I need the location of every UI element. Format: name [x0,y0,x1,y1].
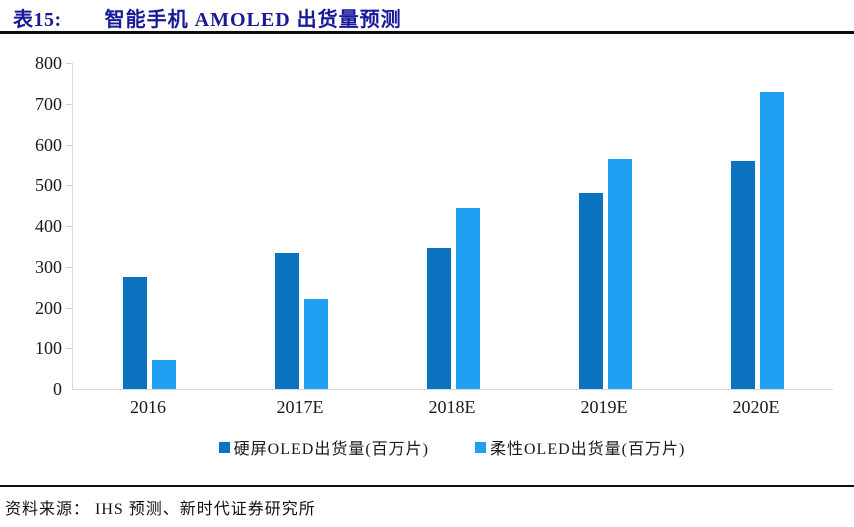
footer-rule [0,485,854,487]
y-axis-label: 100 [35,338,62,359]
bar-flexible-oled [455,207,480,389]
y-axis-tick [66,185,72,187]
chart-legend: 硬屏OLED出货量(百万片) 柔性OLED出货量(百万片) [72,435,832,459]
legend-swatch-hard-oled [218,441,230,453]
figure-header: 表15: 智能手机 AMOLED 出货量预测 [13,3,402,32]
bar-group [730,91,784,389]
bar-flexible-oled [151,359,176,389]
y-axis-label: 300 [35,256,62,277]
y-axis-tick [66,226,72,227]
y-axis-tick [66,348,72,350]
y-axis-label: 200 [35,297,62,318]
bar-hard-oled [274,252,299,389]
y-axis-tick [66,103,72,105]
bar-hard-oled [578,193,603,389]
bar-group [426,207,480,389]
bar-flexible-oled [303,299,328,389]
bar-hard-oled [122,276,147,389]
bar-hard-oled [426,248,451,389]
bar-chart: 硬屏OLED出货量(百万片) 柔性OLED出货量(百万片) 0 100 200 300 4… [0,40,854,470]
bar-group [578,158,632,389]
plot-area [72,63,833,390]
y-axis-label: 700 [35,93,62,114]
figure-title: 智能手机 AMOLED 出货量预测 [104,9,402,31]
y-axis-tick [66,266,72,268]
source-note: 资料来源： IHS 预测、新时代证券研究所 [5,501,316,518]
legend-item: 硬屏OLED出货量(百万片) [218,435,429,459]
bar-flexible-oled [607,158,632,389]
figure-label: 表15: [13,9,62,31]
y-axis-label: 600 [35,134,62,155]
bar-group [122,276,176,389]
x-axis-label: 2018E [428,397,476,417]
y-axis-tick [66,144,72,146]
legend-label: 硬屏OLED出货量(百万片) [233,441,429,458]
x-axis-label: 2020E [732,397,780,417]
bar-flexible-oled [759,91,784,389]
y-axis-tick [66,63,72,64]
legend-item: 柔性OLED出货量(百万片) [475,435,685,459]
y-axis-label: 500 [35,175,62,196]
x-axis-label: 2016 [130,397,166,417]
legend-label: 柔性OLED出货量(百万片) [490,441,686,458]
bar-group [274,252,328,389]
y-axis-tick [66,307,72,309]
y-axis-label: 400 [35,216,62,236]
legend-swatch-flexible-oled [475,441,486,453]
x-axis-label: 2017E [276,397,324,417]
bar-hard-oled [730,160,755,389]
y-axis-label: 0 [53,379,62,399]
title-rule [0,31,854,34]
x-axis-label: 2019E [580,397,628,417]
y-axis-label: 800 [35,53,62,73]
